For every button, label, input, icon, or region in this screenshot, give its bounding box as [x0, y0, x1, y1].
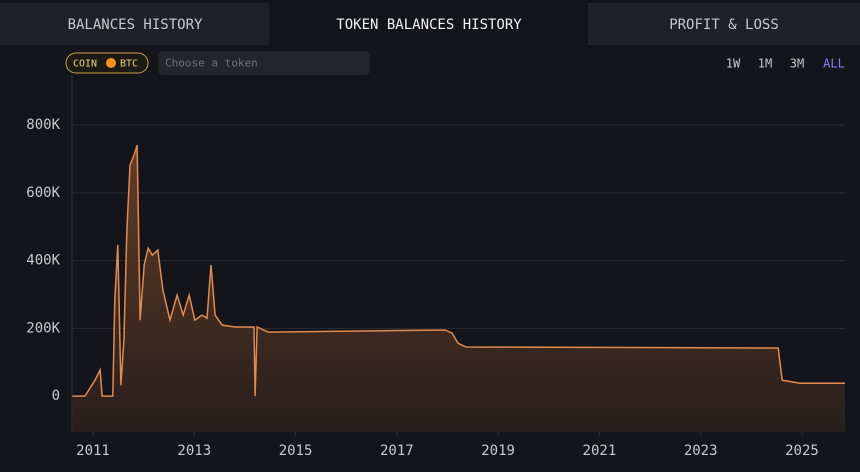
y-tick-label: 400K — [26, 253, 60, 269]
x-tick-label: 2021 — [583, 443, 617, 459]
token-input[interactable] — [158, 51, 370, 75]
y-tick-label: 800K — [26, 117, 60, 133]
x-tick-label: 2017 — [380, 443, 414, 459]
token-placeholder: Choose a token — [165, 57, 258, 70]
range-button[interactable]: 1M — [758, 57, 772, 71]
x-tick-label: 2011 — [76, 443, 110, 459]
range-button[interactable]: ALL — [823, 57, 845, 71]
tab-label: BALANCES HISTORY — [68, 17, 203, 33]
y-tick-label: 600K — [26, 185, 60, 201]
tab-label: PROFIT & LOSS — [669, 17, 779, 33]
x-tick-label: 2023 — [684, 443, 718, 459]
y-tick-label: 0 — [52, 388, 60, 404]
x-tick-label: 2019 — [481, 443, 515, 459]
balance-line — [72, 144, 845, 397]
range-button[interactable]: 1W — [726, 57, 741, 71]
y-tick-label: 200K — [26, 320, 60, 336]
area-fill — [72, 145, 846, 432]
x-tick-label: 2025 — [785, 443, 819, 459]
range-button[interactable]: 3M — [790, 57, 804, 71]
tab[interactable] — [0, 3, 269, 45]
btc-icon — [106, 58, 116, 68]
tab-label: TOKEN BALANCES HISTORY — [336, 17, 522, 33]
chip-label: COIN — [73, 59, 97, 70]
tab[interactable] — [270, 3, 587, 45]
x-tick-label: 2015 — [279, 443, 313, 459]
x-tick-label: 2013 — [177, 443, 211, 459]
tab[interactable] — [588, 3, 860, 45]
chip-value: BTC — [120, 59, 138, 70]
